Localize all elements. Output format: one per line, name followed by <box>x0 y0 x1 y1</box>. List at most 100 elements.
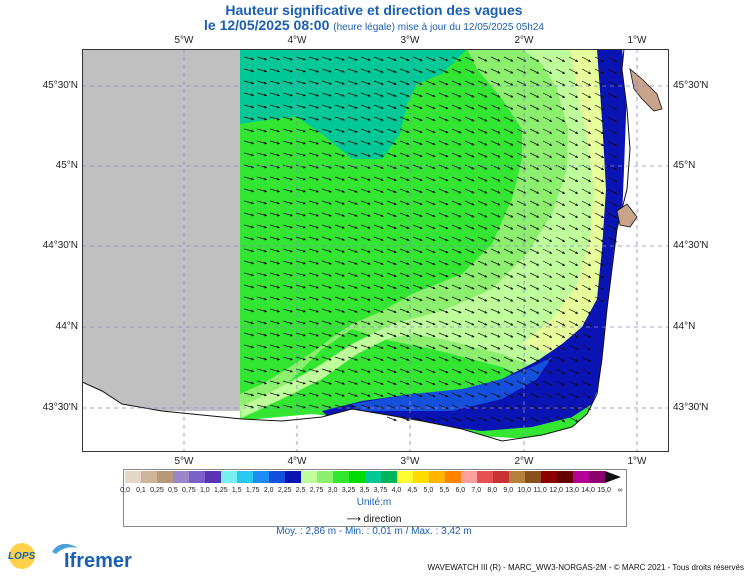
direction-arrow <box>412 152 423 158</box>
colorbar-cell <box>509 471 526 483</box>
direction-arrow <box>282 392 293 397</box>
direction-arrow <box>516 140 527 146</box>
direction-arrow <box>412 128 423 134</box>
colorbar-tick-label: 2,5 <box>295 487 306 494</box>
direction-arrow <box>490 56 501 62</box>
direction-arrow <box>477 104 488 110</box>
direction-arrow <box>269 356 280 361</box>
direction-arrow <box>568 284 579 290</box>
direction-arrow <box>542 284 553 290</box>
direction-arrow <box>555 368 566 374</box>
direction-arrow <box>542 392 553 398</box>
direction-arrow <box>308 320 319 325</box>
direction-arrow <box>594 272 605 279</box>
colorbar-tick-label: 14,0 <box>581 487 595 494</box>
direction-arrow <box>477 152 488 158</box>
direction-arrow <box>568 200 579 206</box>
lat-tick-left: 45°30'N <box>42 80 78 91</box>
direction-arrow <box>438 68 449 74</box>
direction-arrow <box>373 200 384 205</box>
direction-arrow <box>529 272 540 278</box>
direction-arrow <box>256 260 268 265</box>
direction-arrow <box>295 368 306 373</box>
direction-arrow <box>490 248 501 254</box>
direction-arrow <box>464 368 475 374</box>
direction-arrow <box>438 92 449 98</box>
direction-arrow <box>347 224 358 229</box>
direction-arrow <box>581 188 592 195</box>
direction-arrow <box>334 116 345 121</box>
direction-arrow <box>477 212 488 218</box>
direction-arrow <box>425 260 436 266</box>
direction-arrow <box>347 236 358 241</box>
direction-arrow <box>347 104 358 109</box>
direction-arrow <box>412 272 423 278</box>
direction-arrow <box>555 92 566 98</box>
direction-arrow <box>295 116 306 121</box>
direction-arrow <box>243 116 255 121</box>
direction-arrow <box>386 80 397 85</box>
direction-arrow <box>594 212 605 219</box>
direction-arrow <box>373 212 384 217</box>
direction-arrow <box>295 128 306 133</box>
direction-arrow <box>451 284 462 290</box>
direction-arrow <box>555 200 566 206</box>
direction-arrow <box>256 284 268 289</box>
direction-arrow <box>516 368 527 374</box>
colorbar-tick-label: 12,0 <box>549 487 563 494</box>
direction-arrow <box>451 272 462 278</box>
colorbar-tick-label: 8,0 <box>487 487 498 494</box>
direction-arrow <box>503 248 514 254</box>
direction-arrow <box>412 308 423 314</box>
direction-arrow <box>503 200 514 206</box>
direction-arrow <box>581 56 592 63</box>
direction-arrow <box>360 212 371 217</box>
direction-arrow <box>256 68 268 73</box>
direction-arrow <box>295 80 306 85</box>
direction-arrow <box>529 128 540 134</box>
colorbar-tick-label: 0,75 <box>182 487 196 494</box>
direction-arrow <box>321 140 332 145</box>
direction-arrow <box>360 308 371 313</box>
direction-arrow <box>503 368 514 374</box>
direction-arrow <box>555 380 566 386</box>
direction-arrow <box>360 236 371 241</box>
direction-arrow <box>269 116 280 121</box>
direction-arrow <box>451 176 462 182</box>
direction-arrow <box>568 140 579 146</box>
direction-arrow <box>386 188 397 193</box>
direction-arrow <box>347 368 358 373</box>
direction-arrow <box>425 224 436 230</box>
direction-arrow <box>490 308 501 314</box>
direction-arrow <box>581 368 592 375</box>
direction-arrow <box>555 128 566 134</box>
direction-arrow <box>386 344 397 349</box>
direction-arrow <box>490 344 501 350</box>
direction-arrow <box>412 164 423 170</box>
direction-arrow <box>399 152 410 157</box>
direction-arrow <box>581 116 592 123</box>
direction-arrow <box>555 140 566 146</box>
colorbar-cell <box>253 471 270 483</box>
direction-arrow <box>581 296 592 303</box>
colorbar-tick-label: 3,25 <box>341 487 356 494</box>
direction-arrow <box>269 260 280 265</box>
direction-arrow <box>256 104 268 109</box>
direction-arrow <box>451 56 462 62</box>
direction-arrow <box>503 104 514 110</box>
direction-arrow <box>555 80 566 86</box>
direction-arrow <box>451 332 462 338</box>
direction-arrow <box>360 224 371 229</box>
direction-arrow <box>568 176 579 182</box>
direction-arrow <box>269 56 280 61</box>
direction-arrow <box>464 212 475 218</box>
direction-arrow <box>581 140 592 147</box>
direction-arrow <box>412 248 423 254</box>
direction-arrow <box>555 116 566 122</box>
direction-arrow <box>399 200 410 205</box>
zone-mid-blue <box>352 357 552 411</box>
direction-arrow <box>360 80 371 85</box>
ifremer-wave-icon <box>52 543 78 554</box>
direction-arrow <box>516 296 527 302</box>
map-title: Hauteur significative et direction des v… <box>225 2 523 18</box>
